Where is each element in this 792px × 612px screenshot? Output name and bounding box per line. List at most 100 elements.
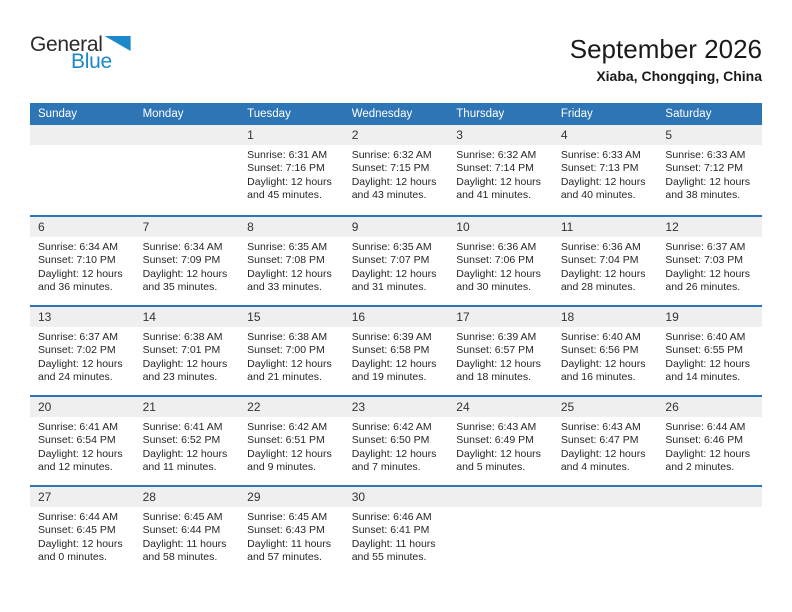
day-cell-25: 25 Sunrise: 6:43 AM Sunset: 6:47 PM Dayligh…: [552, 397, 658, 485]
daylight-text: Daylight: 12 hours and 40 minutes.: [560, 175, 646, 202]
day-number: 3: [448, 125, 553, 145]
sunrise-text: Sunrise: 6:41 AM: [142, 421, 223, 433]
day-number: 12: [657, 217, 762, 237]
sunrise-text: Sunrise: 6:43 AM: [560, 421, 641, 433]
daylight-text: Daylight: 12 hours and 16 minutes.: [560, 357, 646, 384]
day-number: 26: [657, 397, 762, 417]
day-cell-12: 12 Sunrise: 6:37 AM Sunset: 7:03 PM Dayligh…: [657, 217, 762, 305]
week-row: 6 Sunrise: 6:34 AM Sunset: 7:10 PM Daylight…: [30, 215, 762, 305]
day-number: 15: [239, 307, 344, 327]
sunset-text: Sunset: 7:12 PM: [665, 162, 744, 175]
day-cell-6: 6 Sunrise: 6:34 AM Sunset: 7:10 PM Daylight…: [30, 217, 135, 305]
day-cell-8: 8 Sunrise: 6:35 AM Sunset: 7:08 PM Daylight…: [239, 217, 344, 305]
day-cell-9: 9 Sunrise: 6:35 AM Sunset: 7:07 PM Daylight…: [343, 217, 449, 305]
daylight-text: Daylight: 12 hours and 21 minutes.: [247, 357, 332, 384]
sunset-text: Sunset: 7:04 PM: [560, 254, 639, 267]
week-row: 13 Sunrise: 6:37 AM Sunset: 7:02 PM Dayligh…: [30, 305, 762, 395]
daylight-text: Daylight: 12 hours and 26 minutes.: [665, 267, 751, 294]
sunrise-text: Sunrise: 6:35 AM: [247, 241, 328, 253]
sunrise-text: Sunrise: 6:36 AM: [560, 241, 641, 253]
sunset-text: Sunset: 7:14 PM: [456, 162, 534, 175]
day-cell-21: 21 Sunrise: 6:41 AM Sunset: 6:52 PM Dayligh…: [134, 397, 240, 485]
daylight-text: Daylight: 12 hours and 14 minutes.: [665, 357, 751, 384]
day-cell-11: 11 Sunrise: 6:36 AM Sunset: 7:04 PM Dayligh…: [552, 217, 658, 305]
day-number: 28: [134, 487, 240, 507]
day-cell-3: 3 Sunrise: 6:32 AM Sunset: 7:14 PM Daylight…: [448, 125, 553, 215]
day-details: Sunrise: 6:41 AM Sunset: 6:54 PM Daylight:…: [30, 417, 135, 475]
sunset-text: Sunset: 6:58 PM: [351, 344, 430, 357]
day-number: 30: [343, 487, 449, 507]
day-cell-13: 13 Sunrise: 6:37 AM Sunset: 7:02 PM Dayligh…: [30, 307, 135, 395]
sunset-text: Sunset: 6:47 PM: [560, 434, 639, 447]
calendar-table: Sunday Monday Tuesday Wednesday Thursday Frid…: [30, 103, 762, 575]
sunrise-text: Sunrise: 6:46 AM: [351, 511, 432, 523]
daylight-text: Daylight: 11 hours and 57 minutes.: [247, 537, 331, 564]
weekday-header-tuesday: Tuesday: [247, 108, 291, 120]
day-cell-23: 23 Sunrise: 6:42 AM Sunset: 6:50 PM Dayligh…: [343, 397, 449, 485]
sunrise-text: Sunrise: 6:45 AM: [247, 511, 328, 523]
day-details: Sunrise: 6:39 AM Sunset: 6:57 PM Daylight:…: [448, 327, 553, 385]
day-number: 23: [343, 397, 449, 417]
sunrise-text: Sunrise: 6:38 AM: [247, 331, 328, 343]
daylight-text: Daylight: 12 hours and 18 minutes.: [456, 357, 541, 384]
daylight-text: Daylight: 12 hours and 12 minutes.: [38, 447, 123, 474]
day-details: Sunrise: 6:37 AM Sunset: 7:03 PM Daylight:…: [657, 237, 762, 295]
day-cell-4: 4 Sunrise: 6:33 AM Sunset: 7:13 PM Daylight…: [552, 125, 658, 215]
day-details: Sunrise: 6:33 AM Sunset: 7:13 PM Daylight:…: [553, 145, 658, 203]
sunset-text: Sunset: 6:43 PM: [247, 524, 325, 537]
day-number: 5: [657, 125, 762, 145]
day-number: 7: [134, 217, 240, 237]
sunrise-text: Sunrise: 6:42 AM: [247, 421, 328, 433]
day-details: Sunrise: 6:37 AM Sunset: 7:02 PM Daylight:…: [30, 327, 135, 385]
sunrise-text: Sunrise: 6:38 AM: [142, 331, 223, 343]
sunset-text: Sunset: 7:16 PM: [247, 162, 325, 175]
day-cell-22: 22 Sunrise: 6:42 AM Sunset: 6:51 PM Dayligh…: [239, 397, 344, 485]
day-details: Sunrise: 6:35 AM Sunset: 7:07 PM Daylight:…: [344, 237, 449, 295]
sunrise-text: Sunrise: 6:39 AM: [351, 331, 432, 343]
day-number: 20: [30, 397, 135, 417]
day-details: Sunrise: 6:39 AM Sunset: 6:58 PM Daylight:…: [344, 327, 449, 385]
sunset-text: Sunset: 6:54 PM: [38, 434, 116, 447]
daylight-text: Daylight: 12 hours and 33 minutes.: [247, 267, 332, 294]
day-number: 29: [239, 487, 344, 507]
day-number: 13: [30, 307, 135, 327]
day-number: 6: [30, 217, 135, 237]
day-details: Sunrise: 6:45 AM Sunset: 6:44 PM Daylight:…: [135, 507, 240, 565]
logo-line1: General: [30, 34, 131, 55]
day-details: Sunrise: 6:43 AM Sunset: 6:47 PM Daylight:…: [553, 417, 658, 475]
day-number: 25: [552, 397, 658, 417]
title-block: September 2026 Xiaba, Chongqing, China: [570, 34, 762, 86]
general-blue-logo: General Blue: [30, 34, 131, 72]
daylight-text: Daylight: 12 hours and 23 minutes.: [142, 357, 228, 384]
sunset-text: Sunset: 7:03 PM: [665, 254, 744, 267]
sunset-text: Sunset: 6:46 PM: [665, 434, 744, 447]
logo-triangle-icon: [104, 36, 131, 51]
empty-day-cell: [448, 487, 553, 575]
sunset-text: Sunset: 6:50 PM: [351, 434, 430, 447]
sunset-text: Sunset: 6:57 PM: [456, 344, 534, 357]
sunset-text: Sunset: 6:49 PM: [456, 434, 534, 447]
daylight-text: Daylight: 12 hours and 0 minutes.: [38, 537, 123, 564]
day-number: 16: [343, 307, 449, 327]
day-cell-18: 18 Sunrise: 6:40 AM Sunset: 6:56 PM Dayligh…: [552, 307, 658, 395]
day-number: [448, 487, 553, 507]
day-number: [657, 487, 762, 507]
empty-day-cell: [552, 487, 658, 575]
sunrise-text: Sunrise: 6:32 AM: [456, 149, 537, 161]
day-number: [30, 125, 135, 145]
daylight-text: Daylight: 12 hours and 41 minutes.: [456, 175, 541, 202]
sunset-text: Sunset: 7:01 PM: [142, 344, 221, 357]
daylight-text: Daylight: 12 hours and 45 minutes.: [247, 175, 332, 202]
day-number: 10: [448, 217, 553, 237]
day-number: 27: [30, 487, 135, 507]
sunrise-text: Sunrise: 6:31 AM: [247, 149, 328, 161]
sunset-text: Sunset: 7:00 PM: [247, 344, 325, 357]
day-details: Sunrise: 6:34 AM Sunset: 7:10 PM Daylight:…: [30, 237, 135, 295]
weekday-header-monday: Monday: [142, 108, 184, 120]
sunrise-text: Sunrise: 6:32 AM: [351, 149, 432, 161]
day-cell-24: 24 Sunrise: 6:43 AM Sunset: 6:49 PM Dayligh…: [448, 397, 553, 485]
day-details: Sunrise: 6:36 AM Sunset: 7:06 PM Daylight:…: [448, 237, 553, 295]
logo-text-blue: Blue: [71, 50, 112, 73]
sunrise-text: Sunrise: 6:45 AM: [142, 511, 223, 523]
day-details: Sunrise: 6:32 AM Sunset: 7:15 PM Daylight:…: [344, 145, 449, 203]
